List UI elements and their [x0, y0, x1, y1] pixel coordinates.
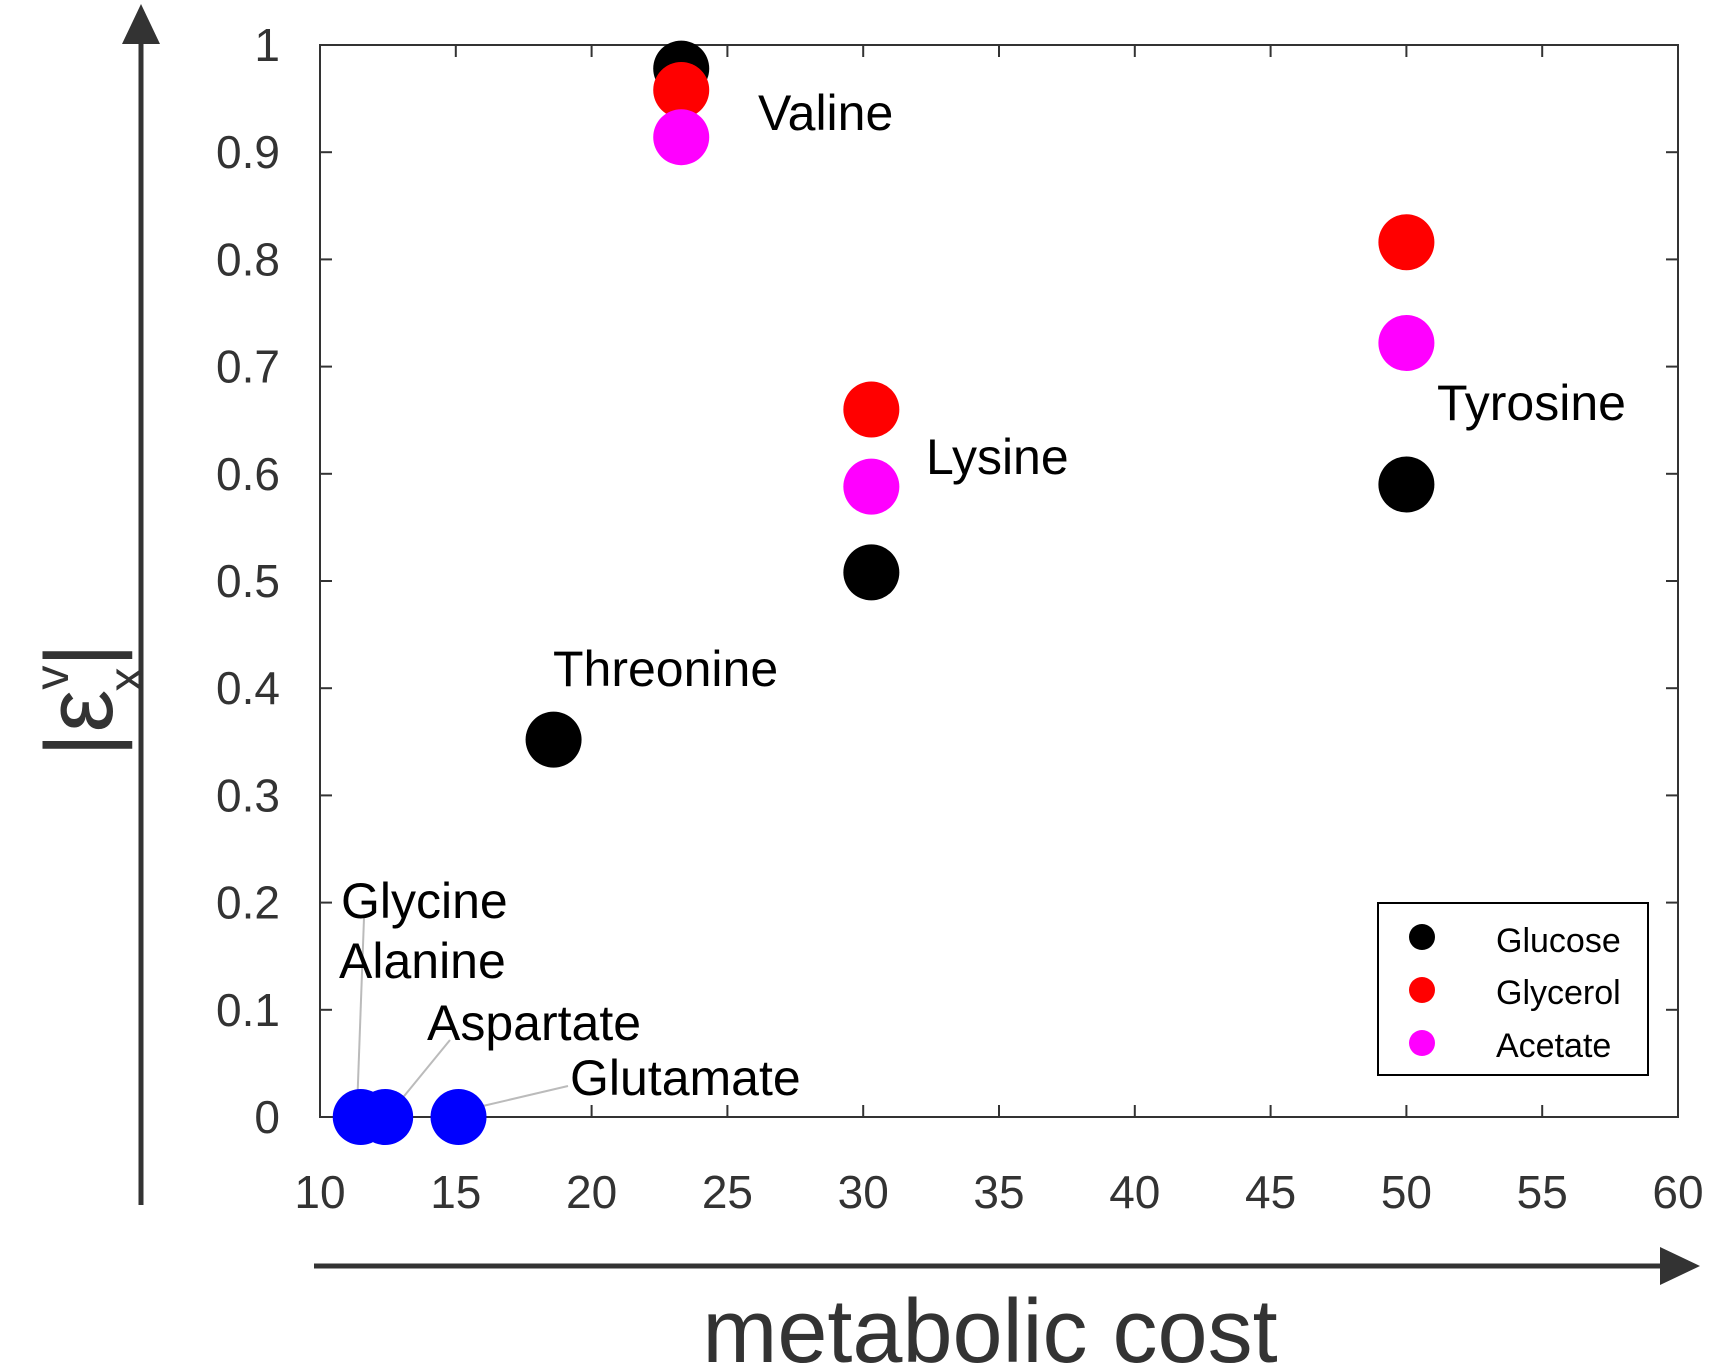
x-tick-label: 10: [294, 1166, 345, 1218]
y-tick-label: 0.9: [216, 126, 280, 178]
label-aspartate: Aspartate: [427, 995, 641, 1051]
label-glycine: Glycine: [341, 873, 508, 929]
data-points: [332, 40, 1435, 1145]
legend-label-glycerol: Glycerol: [1496, 974, 1621, 1012]
point-acetate: [843, 458, 900, 515]
point-glucose: [1378, 456, 1435, 513]
x-axis-title: metabolic cost: [702, 1282, 1277, 1369]
x-tick-label: 25: [702, 1166, 753, 1218]
x-tick-label: 45: [1245, 1166, 1296, 1218]
x-tick-label: 35: [973, 1166, 1024, 1218]
point-glucose: [843, 544, 900, 601]
label-valine: Valine: [758, 85, 893, 141]
x-tick-label: 50: [1381, 1166, 1432, 1218]
label-tyrosine: Tyrosine: [1437, 375, 1626, 431]
x-axis-arrow-head: [1660, 1247, 1700, 1285]
y-tick-label: 0.7: [216, 341, 280, 393]
x-tick-label: 20: [566, 1166, 617, 1218]
legend-label-acetate: Acetate: [1496, 1027, 1611, 1065]
leader-line: [355, 917, 365, 1118]
svg-text:|εvx|: |εv x|: [26, 643, 153, 758]
x-tick-label: 60: [1652, 1166, 1703, 1218]
y-axis-title-main: |ε: [26, 690, 133, 758]
legend-marker-acetate: [1409, 1030, 1435, 1056]
legend-marker-glucose: [1409, 924, 1435, 950]
point-glycerol: [843, 381, 900, 438]
y-axis-title: |εv x|: [26, 643, 153, 758]
x-tick-label: 30: [838, 1166, 889, 1218]
point-low: [430, 1089, 487, 1145]
leader-lines: [355, 917, 569, 1118]
label-alanine: Alanine: [339, 933, 506, 989]
x-tick-label: 15: [430, 1166, 481, 1218]
tick-marks: [319, 44, 1679, 1118]
point-glycerol: [653, 62, 710, 119]
point-glucose: [525, 711, 582, 768]
y-axis-title-sup: v: [26, 666, 79, 690]
point-acetate: [1378, 315, 1435, 372]
y-axis-arrow-head: [122, 4, 160, 44]
y-tick-label: 0: [254, 1091, 280, 1143]
label-lysine: Lysine: [926, 429, 1069, 485]
y-axis-title-sub: x: [100, 668, 153, 692]
y-tick-label: 0.5: [216, 555, 280, 607]
y-tick-label: 0.2: [216, 877, 280, 929]
point-acetate: [653, 109, 710, 166]
x-tick-label: 40: [1109, 1166, 1160, 1218]
y-tick-label: 0.6: [216, 448, 280, 500]
y-tick-label: 0.1: [216, 984, 280, 1036]
legend-marker-glycerol: [1409, 977, 1435, 1003]
y-axis-title-close: |: [26, 643, 133, 668]
leader-line: [478, 1085, 569, 1108]
y-tick-label: 0.3: [216, 769, 280, 821]
y-tick-label: 1: [254, 19, 280, 71]
label-threonine: Threonine: [553, 641, 778, 697]
point-glycerol: [1378, 214, 1435, 271]
legend-label-glucose: Glucose: [1496, 922, 1621, 960]
x-tick-label: 55: [1517, 1166, 1568, 1218]
y-tick-label: 0.8: [216, 233, 280, 285]
legend: Glucose Glycerol Acetate: [1377, 902, 1649, 1076]
leader-line: [394, 1039, 451, 1108]
label-glutamate: Glutamate: [570, 1050, 801, 1106]
x-tick-labels: 10 15 20 25 30 35 40 45 50 55 60: [294, 1166, 1703, 1218]
point-low: [357, 1089, 414, 1145]
y-tick-labels: 0 0.1 0.2 0.3 0.4 0.5 0.6 0.7 0.8 0.9 1: [216, 19, 280, 1143]
y-tick-label: 0.4: [216, 662, 280, 714]
